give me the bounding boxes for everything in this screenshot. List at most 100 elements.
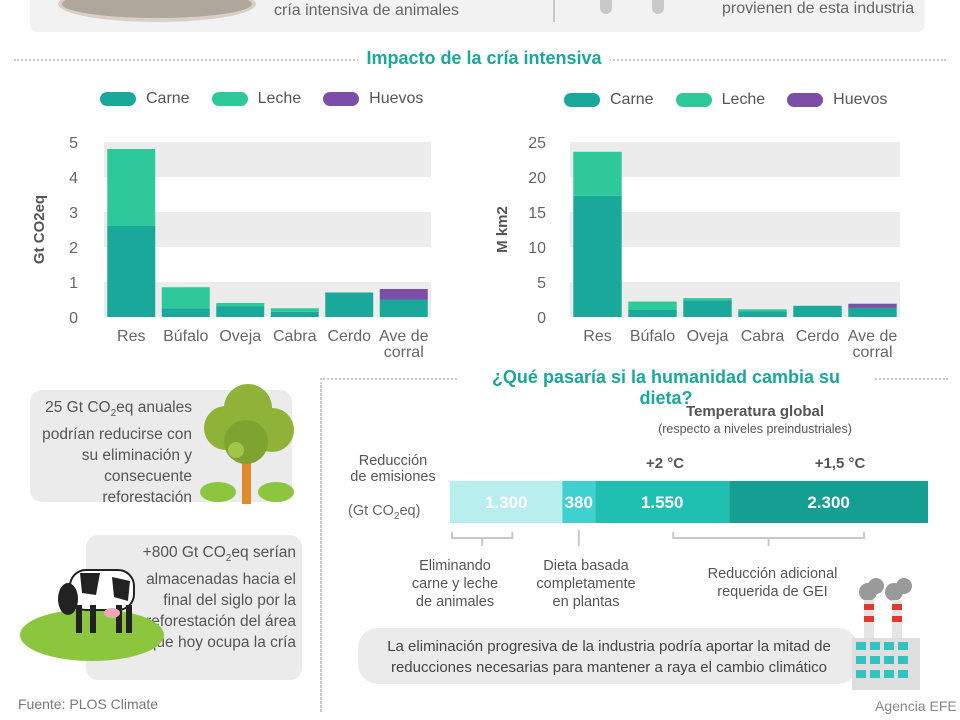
top-divider: [553, 0, 555, 22]
x-tick-label: Ave de: [379, 328, 429, 345]
annot-line: Eliminando: [419, 558, 491, 574]
temp-plus15: +1,5 °C: [814, 455, 866, 472]
bar-segment-carne: [216, 306, 265, 317]
cow-icon: [20, 569, 164, 661]
legend-item-huevos: Huevos: [787, 91, 887, 109]
x-tick-label: Res: [117, 328, 145, 345]
y-tick-label: 5: [537, 275, 546, 292]
x-tick-label: Cerdo: [796, 328, 840, 345]
legend-label: Carne: [146, 90, 190, 107]
x-tick-label: corral: [852, 344, 892, 361]
bar-segment-carne: [848, 307, 897, 317]
grid-band: [104, 142, 431, 177]
box1-post: eq anuales podrían reducirse con su elim…: [42, 399, 192, 507]
emissions-label-line2: de emisiones: [350, 469, 436, 485]
x-tick-label: Ave de: [848, 328, 898, 345]
y-tick-label: 2: [69, 240, 78, 257]
bar-segment-leche: [628, 301, 677, 310]
x-tick-label: Cerdo: [327, 328, 371, 345]
temp-title: Temperatura global: [685, 403, 825, 420]
x-tick-label: Búfalo: [630, 328, 675, 345]
legend-label: Leche: [721, 91, 766, 108]
legend-item-leche: Leche: [675, 91, 766, 109]
footer-source: Fuente: PLOS Climate: [18, 696, 159, 712]
bar-segment-carne: [738, 311, 787, 317]
bar-segment-leche: [107, 149, 156, 226]
annot-line: completamente: [536, 576, 636, 592]
legend-label: Leche: [257, 90, 302, 107]
animal-leg-icon: [652, 0, 664, 14]
column-divider: [320, 382, 322, 712]
hbar-segment: [562, 481, 596, 523]
bar-segment-carne: [270, 311, 319, 317]
unit-sub: 2: [393, 510, 400, 522]
y-tick-label: 4: [69, 170, 78, 187]
annot-line: en plantas: [552, 594, 620, 610]
top-text-right: provienen de esta industria: [722, 0, 915, 17]
bracket-reduccion: [672, 532, 865, 539]
bar-segment-carne: [325, 292, 374, 317]
annot-line: Reducción adicional: [707, 566, 838, 582]
x-tick-label: Oveja: [687, 328, 729, 345]
emissions-label-line1: Reducción: [358, 453, 428, 469]
bracket-eliminando: [451, 532, 514, 539]
x-tick-label: corral: [384, 344, 424, 361]
bar-segment-carne: [379, 299, 428, 317]
y-tick-label: 25: [528, 135, 546, 152]
bar-segment-leche: [161, 287, 210, 309]
section1-title: Impacto de la cría intensiva: [358, 48, 610, 69]
legend-item-carne: Carne: [100, 90, 190, 108]
hbar-value-label: 1.550: [641, 493, 684, 512]
y-axis-label: M km2: [494, 206, 511, 253]
bar-segment-carne: [107, 226, 156, 317]
annot-line: requerida de GEI: [717, 584, 828, 600]
legend-swatch: [564, 93, 600, 107]
temp-subtitle: (respecto a niveles preindustriales): [658, 422, 852, 436]
grid-band: [570, 142, 900, 177]
temp-plus2: +2 °C: [645, 455, 685, 472]
x-tick-label: Cabra: [741, 328, 785, 345]
legend-right: Carne Leche Huevos: [564, 91, 887, 109]
y-tick-label: 1: [69, 275, 78, 292]
bar-segment-leche: [573, 151, 622, 196]
y-tick-label: 10: [528, 240, 546, 257]
grid-band: [570, 212, 900, 247]
bottom-note-line1: La eliminación progresiva de la industri…: [387, 638, 831, 655]
annotation-reduccion: Reducción adicional requerida de GEI: [690, 565, 855, 601]
legend-label: Carne: [610, 91, 654, 108]
annot-line: de animales: [415, 594, 495, 610]
bar-segment-carne: [683, 300, 732, 317]
hbar-value-label: 1.300: [485, 493, 528, 512]
bar-segment-huevos: [848, 303, 897, 308]
x-tick-label: Res: [583, 328, 611, 345]
hbar-segment: [450, 481, 563, 523]
unit-post: eq): [399, 503, 421, 519]
box1-pre: 25 Gt CO: [45, 399, 111, 416]
chart-emissions: 0 1 2 3 4 5 Gt CO2eq Res Búfalo Oveja Cabra Cerdo Av…: [31, 135, 431, 361]
box2-pre: +800 Gt CO: [142, 544, 226, 561]
annotation-eliminando: Eliminando carne y leche de animales: [400, 557, 510, 611]
y-tick-label: 0: [69, 310, 78, 327]
hbar-value-label: 2.300: [807, 493, 850, 512]
emissions-reduction-bar: 1.300 380 1.550 2.300: [450, 481, 928, 546]
box-reforestation-text: 25 Gt CO2eq anuales podrían reducirse co…: [36, 397, 192, 508]
emissions-unit: (Gt CO2eq): [348, 503, 420, 522]
section2-title: ¿Qué pasaría si la humanidad cambia su d…: [458, 367, 874, 409]
legend-swatch: [100, 92, 136, 106]
legend-item-leche: Leche: [211, 90, 302, 108]
bar-segment-carne: [628, 310, 677, 317]
bottom-note-box: [358, 628, 858, 684]
box1-sub: 2: [110, 408, 117, 420]
box-storage-text: +800 Gt CO2eq serían almacenadas hacia e…: [140, 542, 296, 653]
legend-item-carne: Carne: [564, 91, 654, 109]
legend-swatch: [211, 92, 248, 106]
top-banner: [30, 0, 925, 32]
legend-left: Carne Leche Huevos: [100, 90, 423, 108]
annot-line: carne y leche: [411, 576, 499, 592]
bar-segment-carne: [573, 195, 622, 317]
bar-segment-carne: [161, 308, 210, 317]
box2-sub: 2: [225, 553, 232, 565]
x-tick-label: Oveja: [219, 328, 261, 345]
legend-swatch: [675, 93, 712, 107]
top-plate-image: [58, 0, 256, 22]
